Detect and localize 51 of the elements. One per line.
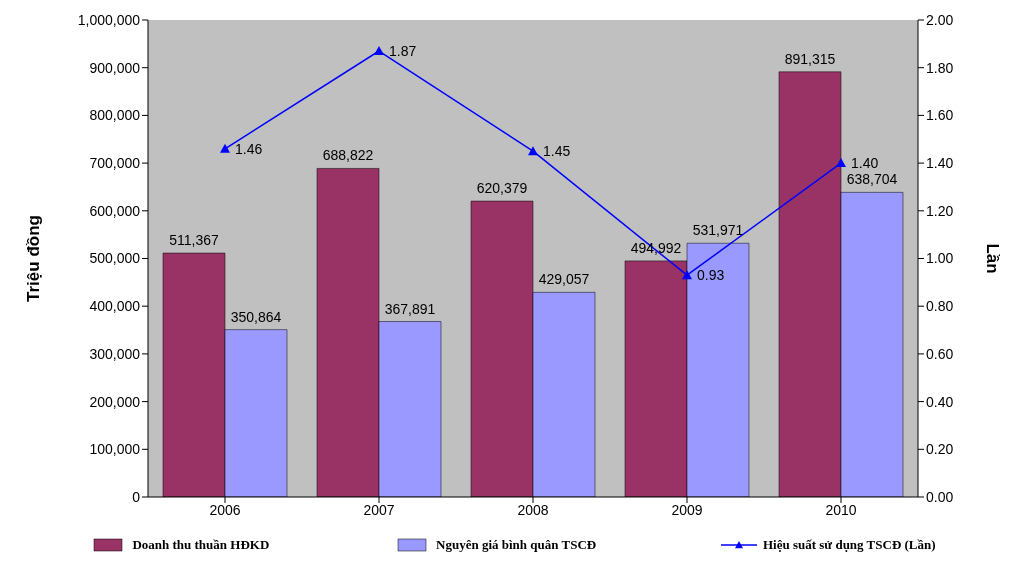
- x-tick-label: 2009: [671, 501, 703, 518]
- x-tick-label: 2006: [209, 501, 241, 518]
- y-tick-label: 800,000: [89, 107, 141, 124]
- y2-tick-label: 1.20: [926, 202, 954, 219]
- legend-label: Doanh thu thuần HĐKD: [132, 537, 270, 553]
- y-tick-label: 500,000: [89, 250, 141, 267]
- y2-tick-label: 2.00: [926, 11, 954, 28]
- data-label: 1.40: [851, 155, 879, 172]
- y-tick-label: 600,000: [89, 202, 141, 219]
- data-label: 688,822: [322, 147, 374, 164]
- data-label: 531,971: [692, 222, 744, 239]
- point: [528, 146, 538, 156]
- point: [682, 270, 692, 280]
- y-tick-label: 700,000: [89, 155, 141, 172]
- y-axis-title: Triệu đồng: [24, 215, 44, 302]
- y2-tick-label: 1.40: [926, 155, 954, 172]
- data-label: 0.93: [697, 267, 725, 284]
- y-tick-label: 1,000,000: [77, 11, 141, 28]
- y-tick-label: 400,000: [89, 298, 141, 315]
- x-tick-label: 2007: [363, 501, 395, 518]
- data-label: 638,704: [846, 171, 898, 188]
- x-tick-label: 2008: [517, 501, 549, 518]
- y2-tick-label: 0.20: [926, 441, 954, 458]
- y2-tick-label: 1.60: [926, 107, 954, 124]
- data-label: 1.45: [543, 143, 571, 160]
- y-tick-label: 200,000: [89, 393, 141, 410]
- y2-tick-label: 0.00: [926, 488, 954, 505]
- y-tick-label: 0: [132, 488, 141, 505]
- data-label: 429,057: [538, 271, 590, 288]
- legend-label: Hiệu suất sử dụng TSCĐ (Lần): [762, 537, 936, 553]
- data-label: 367,891: [384, 300, 436, 317]
- data-label: 620,379: [476, 180, 528, 197]
- y2-tick-label: 1.00: [926, 250, 954, 267]
- y2-tick-label: 0.40: [926, 393, 954, 410]
- y2-tick-label: 1.80: [926, 59, 954, 76]
- point: [836, 158, 846, 168]
- point: [220, 143, 230, 153]
- y-tick-label: 900,000: [89, 59, 141, 76]
- x-tick-label: 2010: [825, 501, 857, 518]
- y2-tick-label: 0.60: [926, 345, 954, 362]
- point: [374, 46, 384, 55]
- data-label: 511,367: [169, 232, 219, 249]
- y-tick-label: 100,000: [89, 441, 141, 458]
- data-label: 891,315: [784, 50, 836, 67]
- y2-tick-label: 0.80: [926, 298, 954, 315]
- data-label: 1.46: [235, 140, 263, 157]
- y2-axis-title: Lần: [982, 243, 1002, 274]
- y-tick-label: 300,000: [89, 345, 141, 362]
- legend-label: Nguyên giá bình quân TSCĐ: [436, 537, 597, 553]
- data-label: 350,864: [230, 308, 282, 325]
- data-label: 1.87: [389, 42, 417, 59]
